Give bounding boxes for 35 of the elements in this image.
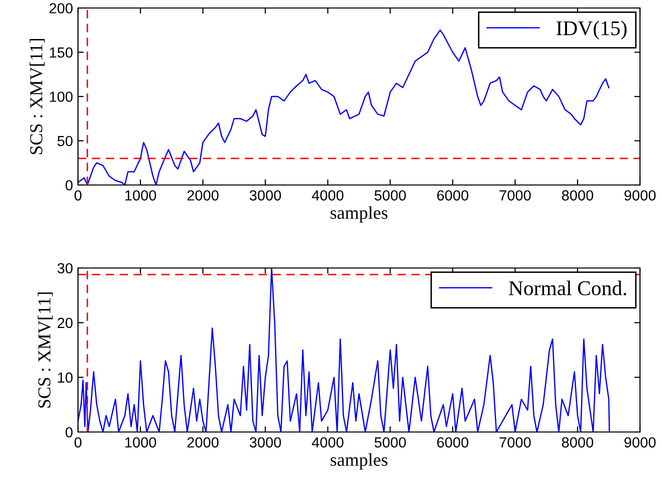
legend-label: IDV(15) — [556, 20, 627, 40]
x-tick-label: 3000 — [250, 437, 281, 448]
x-tick-label: 6000 — [437, 190, 468, 201]
x-tick-label: 1000 — [125, 190, 156, 201]
x-tick-label: 2000 — [187, 190, 219, 201]
x-tick-label: 0 — [74, 437, 82, 448]
x-tick-label: 0 — [74, 190, 82, 201]
y-tick-label: 0 — [66, 180, 73, 190]
x-tick-label: 4000 — [312, 437, 344, 448]
x-tick-label: 6000 — [437, 437, 468, 448]
x-tick-label: 3000 — [250, 190, 281, 201]
x-tick-label: 8000 — [562, 190, 594, 201]
x-tick-label: 5000 — [374, 437, 406, 448]
x-axis-title: samples — [330, 453, 388, 470]
y-tick-label: 0 — [66, 427, 73, 438]
x-axis-title: samples — [330, 206, 388, 223]
x-tick-label: 5000 — [374, 190, 406, 201]
y-tick-label: 50 — [58, 136, 73, 146]
y-tick-label: 10 — [58, 372, 73, 383]
y-tick-label: 200 — [50, 3, 73, 14]
y-tick-label: 150 — [50, 47, 73, 58]
x-tick-label: 2000 — [187, 437, 219, 448]
legend-label: Normal Cond. — [508, 280, 626, 296]
x-tick-label: 1000 — [125, 437, 156, 448]
y-tick-label: 20 — [58, 318, 73, 328]
x-tick-label: 9000 — [624, 190, 656, 201]
x-tick-label: 7000 — [500, 437, 531, 448]
x-tick-label: 4000 — [312, 190, 344, 201]
x-tick-label: 9000 — [624, 437, 656, 448]
y-axis-title: SCS : XMV[11] — [30, 38, 45, 154]
y-axis-title: SCS : XMV[11] — [38, 292, 53, 408]
y-tick-label: 100 — [50, 92, 73, 102]
x-tick-label: 7000 — [500, 190, 531, 201]
y-tick-label: 30 — [57, 263, 73, 274]
x-tick-label: 8000 — [562, 437, 594, 448]
